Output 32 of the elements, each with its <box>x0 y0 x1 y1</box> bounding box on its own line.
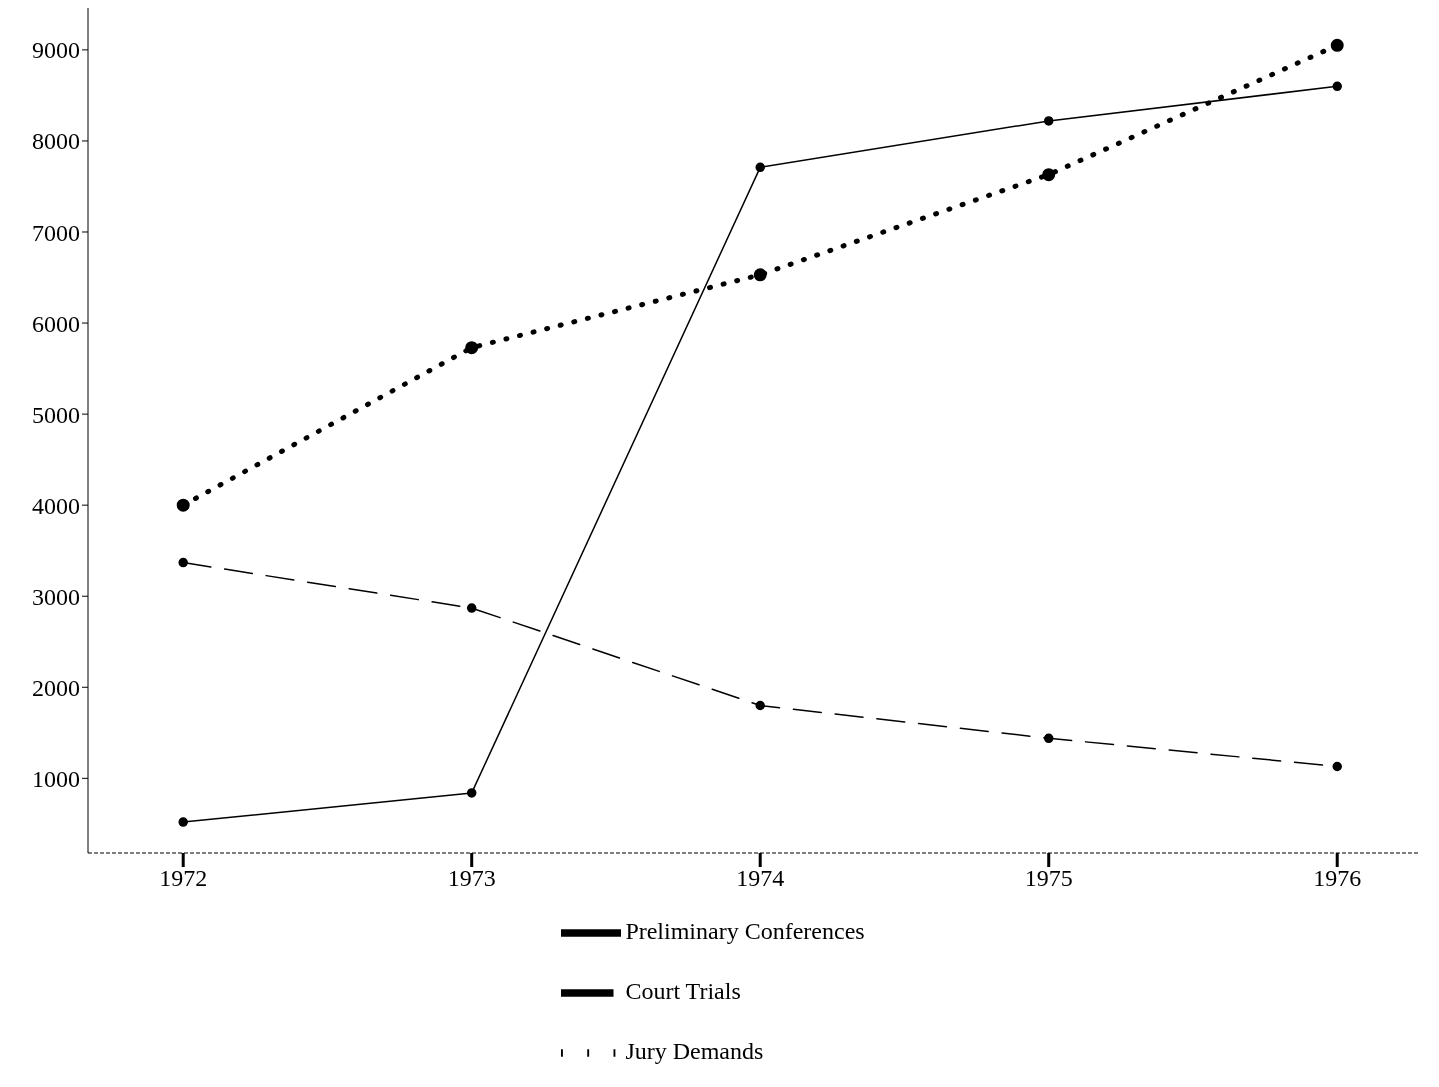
y-tick-label: 5000 <box>32 401 80 428</box>
x-tick-label: 1972 <box>159 865 208 892</box>
point <box>1043 733 1054 744</box>
point <box>176 498 190 512</box>
point <box>755 162 765 173</box>
point <box>755 700 765 711</box>
point <box>466 788 477 798</box>
point <box>1043 116 1054 126</box>
point <box>753 268 767 282</box>
x-tick-label: 1976 <box>1313 865 1362 892</box>
x-tick-label: 1975 <box>1024 865 1073 892</box>
y-tick-label: 4000 <box>32 492 80 519</box>
point <box>178 557 188 568</box>
legend-label: Preliminary Conferences <box>625 917 865 944</box>
y-tick-label: 6000 <box>32 310 80 337</box>
y-tick-label: 8000 <box>32 128 80 155</box>
x-tick-label: 1974 <box>736 865 785 892</box>
y-tick-label: 7000 <box>32 219 80 246</box>
y-tick-label: 3000 <box>32 583 80 610</box>
point <box>1332 761 1342 772</box>
point <box>1332 81 1342 92</box>
y-tick-label: 1000 <box>32 765 80 792</box>
y-tick-label: 9000 <box>32 37 80 64</box>
x-tick-label: 1973 <box>447 865 496 892</box>
legend-label: Court Trials <box>625 977 741 1004</box>
point <box>1042 168 1056 182</box>
legend-label: Jury Demands <box>625 1037 764 1064</box>
point <box>466 603 477 613</box>
point <box>465 341 479 355</box>
point <box>178 817 188 827</box>
y-tick-label: 2000 <box>32 674 80 701</box>
point <box>1330 38 1344 52</box>
